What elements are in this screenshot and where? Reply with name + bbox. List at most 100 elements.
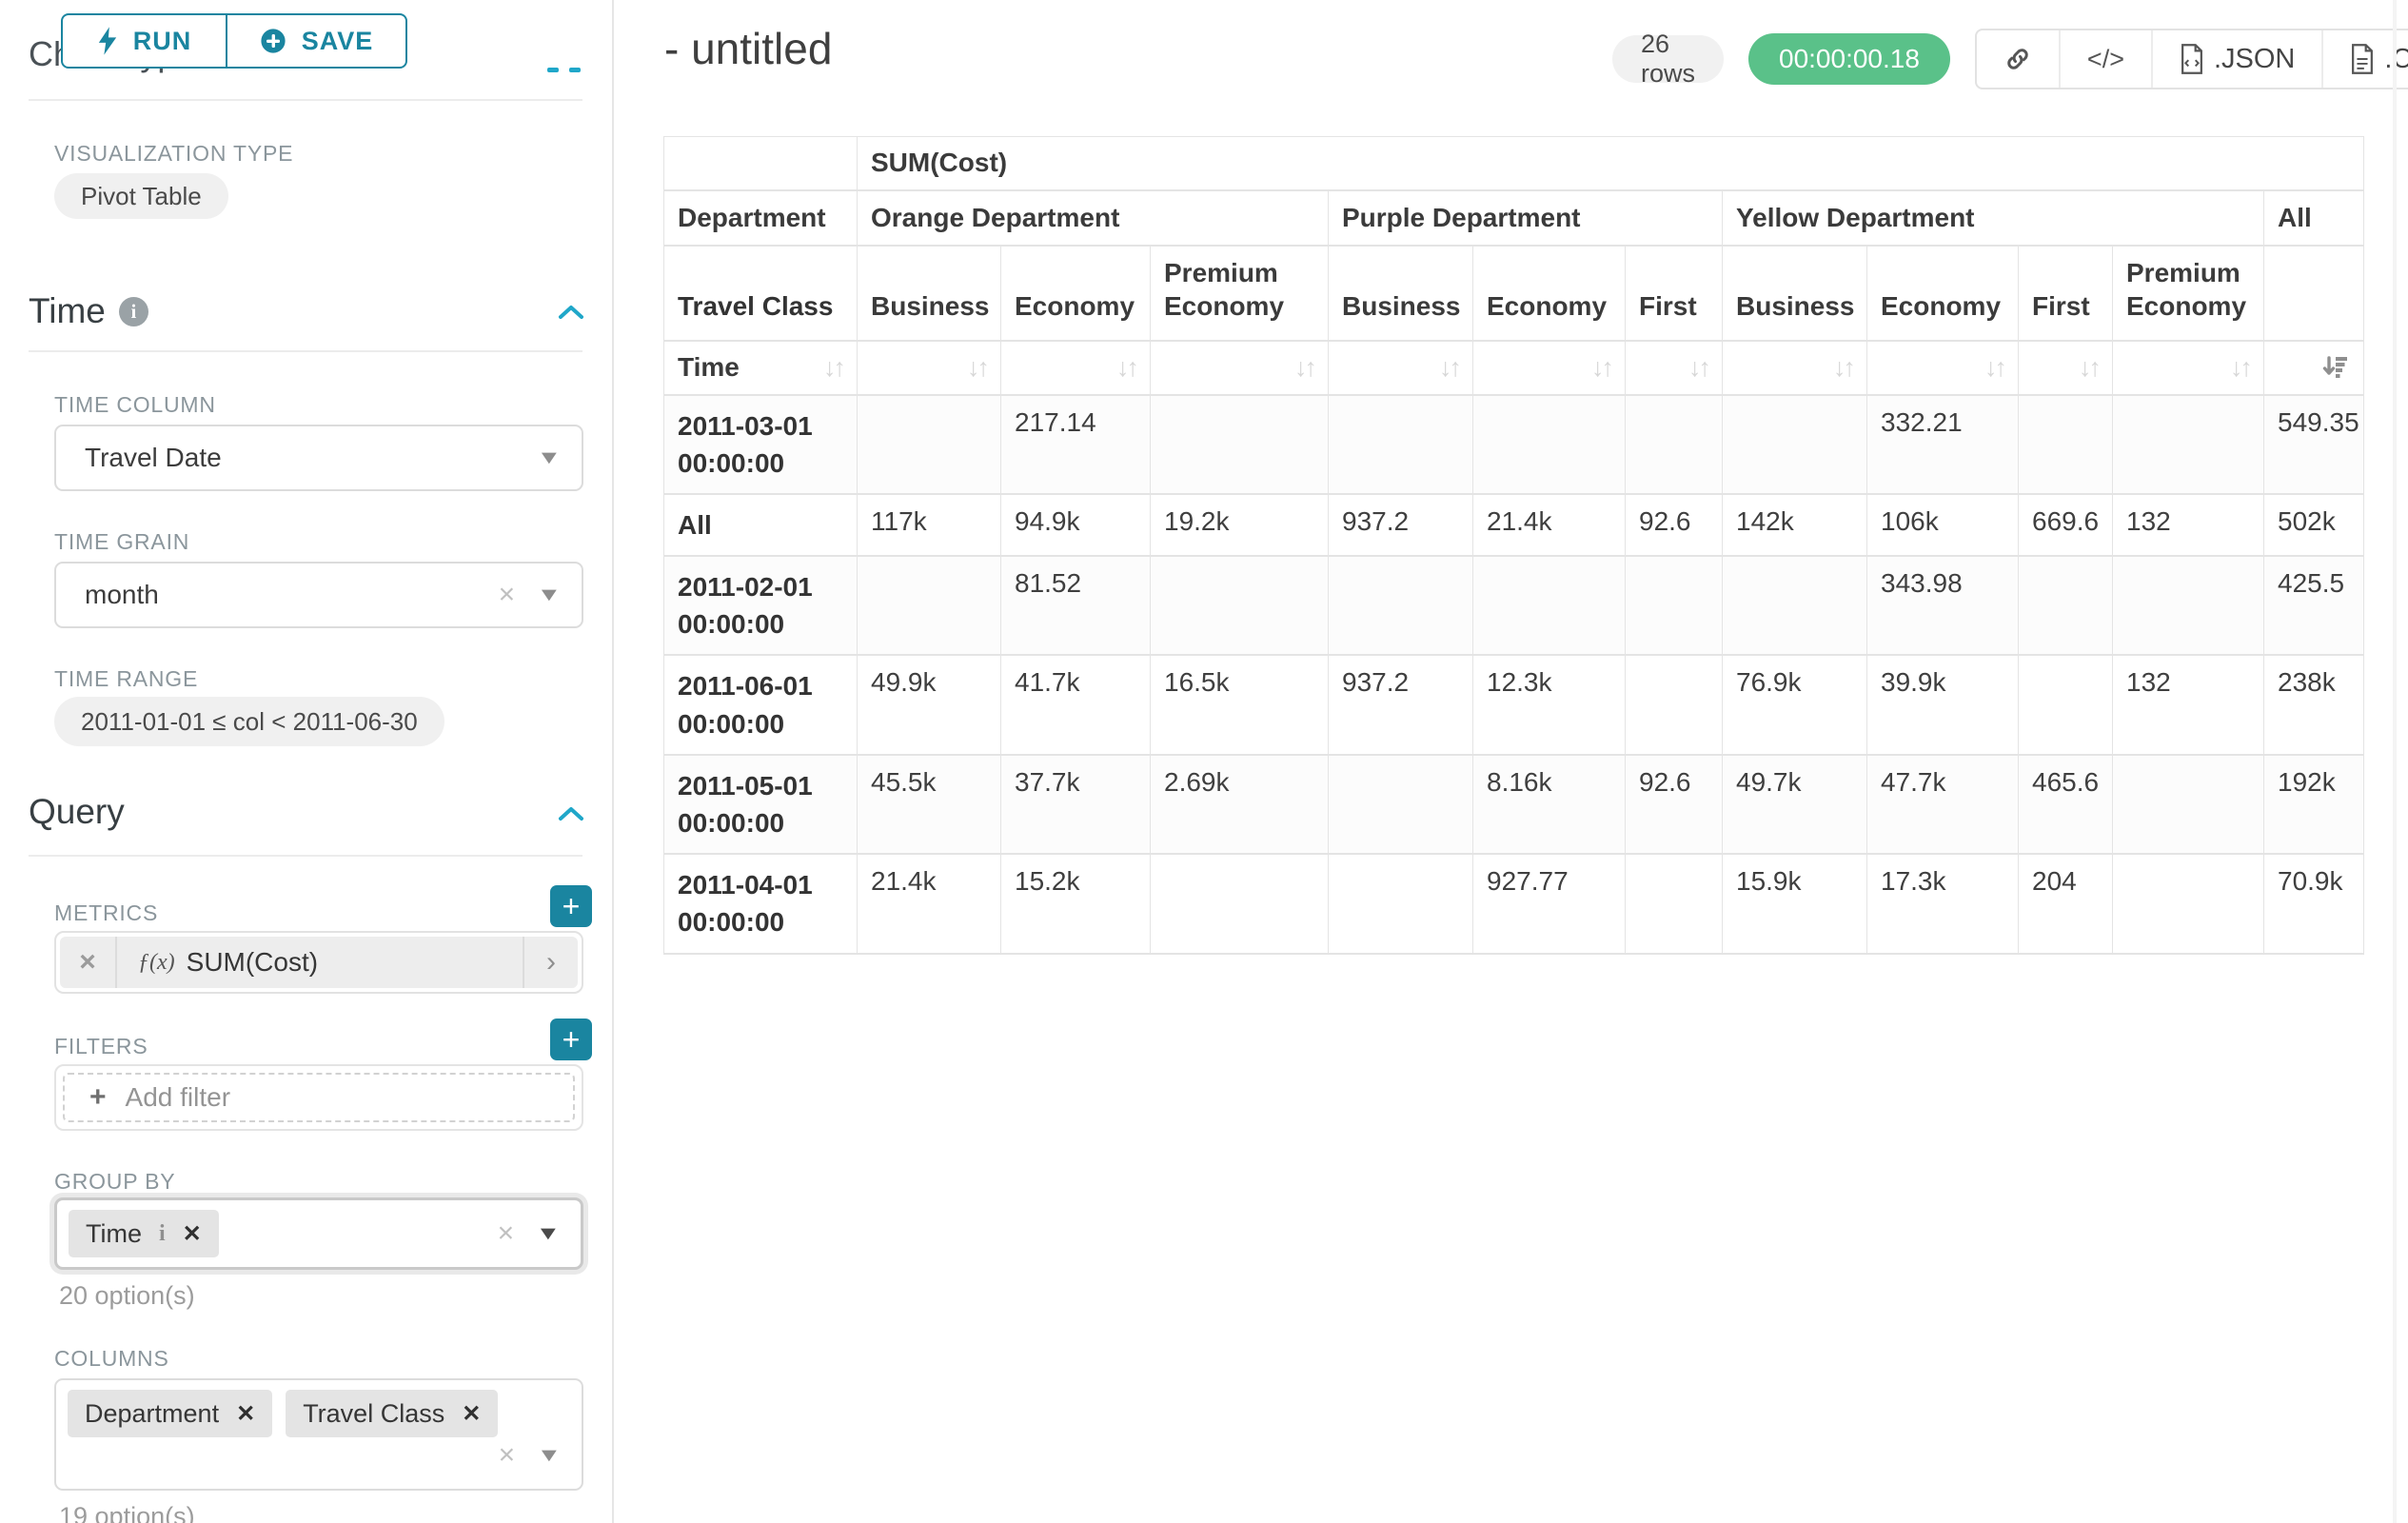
value-cell: 132 xyxy=(2113,494,2264,556)
time-range-pill[interactable]: 2011-01-01 ≤ col < 2011-06-30 xyxy=(54,697,444,746)
save-button[interactable]: SAVE xyxy=(227,13,407,69)
view-query-button[interactable]: </> xyxy=(2059,30,2151,88)
value-cell xyxy=(1151,395,1329,494)
time-range-value: 2011-01-01 ≤ col < 2011-06-30 xyxy=(81,707,418,737)
sort-icon[interactable]: ↓↑ xyxy=(1591,353,1611,383)
export-json-button[interactable]: .JSON xyxy=(2151,30,2321,88)
sort-icon[interactable]: ↓↑ xyxy=(967,353,987,383)
save-button-label: SAVE xyxy=(302,27,374,56)
row-label-cell: 2011-03-0100:00:00 xyxy=(664,395,858,494)
table-header-row: DepartmentOrange DepartmentPurple Depart… xyxy=(664,190,2364,246)
sort-cell: ↓↑ xyxy=(1151,341,1329,395)
value-cell: 76.9k xyxy=(1723,655,1867,754)
sort-icon[interactable]: ↓↑ xyxy=(1688,353,1708,383)
columns-chip[interactable]: Department ✕ xyxy=(68,1390,272,1437)
group-by-select[interactable]: Time i ✕ × ▼ xyxy=(54,1197,583,1270)
sort-icon[interactable]: ↓↑ xyxy=(1116,353,1136,383)
chevron-down-icon[interactable]: ▼ xyxy=(537,584,563,606)
value-cell xyxy=(1626,395,1723,494)
sort-icon[interactable]: ↓↑ xyxy=(823,353,843,383)
column-dimension-header: Department xyxy=(664,190,858,246)
chevron-down-icon[interactable]: ▼ xyxy=(537,447,563,469)
value-cell xyxy=(858,556,1001,655)
department-group-header: All xyxy=(2264,190,2364,246)
travel-class-header: Economy xyxy=(1473,246,1626,341)
collapsed-control-fragment xyxy=(547,68,559,72)
value-cell xyxy=(1329,395,1473,494)
remove-chip-icon[interactable]: ✕ xyxy=(183,1220,202,1248)
value-cell: 204 xyxy=(2019,854,2113,953)
value-cell: 549.35 xyxy=(2264,395,2364,494)
chevron-up-icon[interactable] xyxy=(557,804,585,823)
sort-icon[interactable]: ↓↑ xyxy=(2079,353,2099,383)
collapsed-control-fragment xyxy=(569,68,581,72)
chart-title[interactable]: - untitled xyxy=(664,23,832,74)
chevron-right-icon[interactable]: › xyxy=(523,937,578,988)
add-metric-button[interactable]: + xyxy=(550,885,592,927)
value-cell: 92.6 xyxy=(1626,494,1723,556)
sort-cell: ↓↑ xyxy=(1626,341,1723,395)
value-cell: 94.9k xyxy=(1001,494,1151,556)
value-cell xyxy=(1723,395,1867,494)
group-by-options-count: 20 option(s) xyxy=(59,1281,195,1311)
value-cell: 332.21 xyxy=(1867,395,2019,494)
columns-chip[interactable]: Travel Class ✕ xyxy=(286,1390,498,1437)
control-panel: Chart Type RUN SAVE VISUALIZATION TYPE xyxy=(0,0,614,1523)
row-label-cell: 2011-05-0100:00:00 xyxy=(664,755,858,854)
viz-type-value-pill[interactable]: Pivot Table xyxy=(54,173,228,219)
travel-class-header: Economy xyxy=(1867,246,2019,341)
remove-metric-icon[interactable]: × xyxy=(60,937,117,988)
value-cell: 238k xyxy=(2264,655,2364,754)
travel-class-header: Premium Economy xyxy=(2113,246,2264,341)
sort-icon[interactable]: ↓↑ xyxy=(2230,353,2250,383)
group-by-chip[interactable]: Time i ✕ xyxy=(69,1210,219,1257)
add-filter-button[interactable]: + Add filter xyxy=(63,1073,575,1122)
table-header-row: SUM(Cost) xyxy=(664,137,2364,190)
csv-file-icon xyxy=(2350,44,2375,74)
share-link-button[interactable] xyxy=(1977,30,2059,88)
link-icon xyxy=(2003,45,2032,73)
sort-icon[interactable]: ↓↑ xyxy=(1984,353,2004,383)
remove-chip-icon[interactable]: ✕ xyxy=(462,1400,481,1428)
value-cell xyxy=(1329,556,1473,655)
value-cell: 16.5k xyxy=(1151,655,1329,754)
info-icon[interactable]: i xyxy=(119,297,148,326)
columns-select[interactable]: Department ✕ Travel Class ✕ × ▼ xyxy=(54,1378,583,1491)
value-cell: 142k xyxy=(1723,494,1867,556)
value-cell: 21.4k xyxy=(1473,494,1626,556)
table-row: 2011-03-0100:00:00 217.14 332.21 549.35 xyxy=(664,395,2364,494)
sort-desc-icon[interactable] xyxy=(2321,354,2350,381)
json-file-icon xyxy=(2180,44,2204,74)
clear-icon[interactable]: × xyxy=(499,579,516,611)
value-cell: 117k xyxy=(858,494,1001,556)
value-cell: 106k xyxy=(1867,494,2019,556)
sort-icon[interactable]: ↓↑ xyxy=(1294,353,1314,383)
run-button[interactable]: RUN xyxy=(61,13,227,69)
value-cell: 217.14 xyxy=(1001,395,1151,494)
info-icon[interactable]: i xyxy=(159,1221,166,1247)
corner-cell xyxy=(664,137,858,190)
remove-chip-icon[interactable]: ✕ xyxy=(236,1400,255,1428)
table-row: 2011-04-0100:00:0021.4k15.2k927.7715.9k1… xyxy=(664,854,2364,953)
row-label-cell: 2011-04-0100:00:00 xyxy=(664,854,858,953)
clear-icon[interactable]: × xyxy=(498,1217,515,1250)
scrollbar-track[interactable] xyxy=(2393,0,2397,1523)
add-filter-label: Add filter xyxy=(126,1082,231,1113)
time-column-select[interactable]: Travel Date ▼ xyxy=(54,425,583,491)
travel-class-header: First xyxy=(1626,246,1723,341)
sort-icon[interactable]: ↓↑ xyxy=(1833,353,1853,383)
chevron-down-icon[interactable]: ▼ xyxy=(536,1223,562,1245)
travel-class-header xyxy=(2264,246,2364,341)
chevron-up-icon[interactable] xyxy=(557,303,585,322)
sort-cell: ↓↑ xyxy=(2113,341,2264,395)
sort-icon[interactable]: ↓↑ xyxy=(1439,353,1459,383)
plus-circle-icon xyxy=(260,28,286,54)
chevron-down-icon[interactable]: ▼ xyxy=(537,1445,563,1467)
add-filter-plus-button[interactable]: + xyxy=(550,1019,592,1060)
value-cell xyxy=(2019,655,2113,754)
metric-item[interactable]: × ƒ(x) SUM(Cost) › xyxy=(60,937,578,988)
time-grain-select[interactable]: month × ▼ xyxy=(54,562,583,628)
value-cell: 8.16k xyxy=(1473,755,1626,854)
clear-icon[interactable]: × xyxy=(499,1439,516,1472)
sort-cell: ↓↑ xyxy=(1473,341,1626,395)
